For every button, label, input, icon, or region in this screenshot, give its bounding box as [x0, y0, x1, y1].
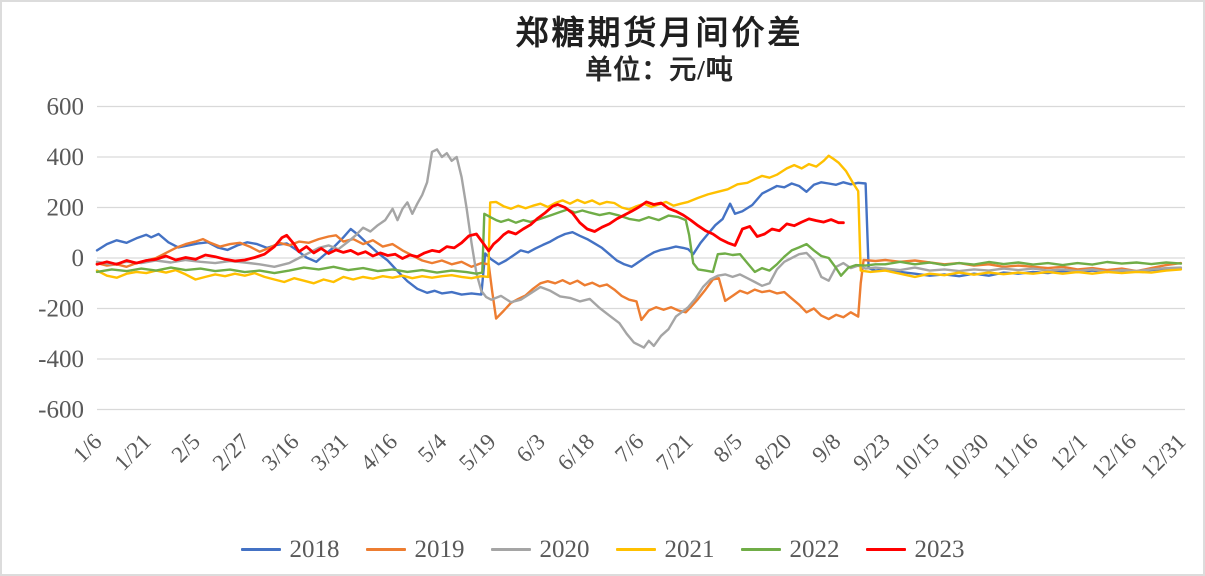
x-axis-label: 4/16 [356, 429, 403, 476]
legend-label: 2020 [539, 536, 590, 563]
series-line-2021 [95, 154, 1183, 285]
legend-label: 2023 [914, 536, 965, 563]
legend-item-2018: 2018 [240, 536, 340, 563]
x-axis-label: 6/18 [553, 429, 600, 476]
series-line-2022 [95, 208, 1183, 277]
legend-item-2022: 2022 [740, 536, 840, 563]
legend: 2018 2019 2020 2021 2022 2023 [0, 537, 1205, 562]
series-line-2023 [95, 200, 845, 266]
x-axis-label: 7/6 [610, 429, 648, 467]
legend-line-swatch-2019 [365, 547, 406, 552]
series-line-2020 [95, 148, 1183, 349]
y-axis-label: 400 [47, 144, 85, 171]
x-axis-label: 2/27 [208, 429, 255, 476]
x-axis-label: 2/5 [167, 429, 205, 467]
x-axis-label: 1/6 [68, 429, 106, 467]
x-axis-label: 10/30 [939, 429, 994, 484]
legend-line-swatch-2020 [490, 547, 531, 552]
legend-line-swatch-2022 [740, 547, 781, 552]
y-axis-label: -200 [38, 296, 84, 323]
x-axis-label: 5/4 [413, 429, 452, 468]
legend-label: 2022 [789, 536, 840, 563]
legend-item-2023: 2023 [865, 536, 965, 563]
series-line-2018 [95, 181, 1183, 296]
x-axis-label: 10/15 [889, 429, 944, 484]
y-axis-label: 0 [72, 245, 85, 272]
legend-line-swatch-2021 [615, 547, 656, 552]
legend-item-2021: 2021 [615, 536, 715, 563]
y-axis-label: 600 [47, 94, 85, 121]
legend-label: 2021 [664, 536, 715, 563]
x-axis-label: 6/3 [512, 429, 550, 467]
x-axis-label: 3/16 [257, 429, 304, 476]
legend-label: 2018 [289, 536, 340, 563]
x-axis-label: 12/16 [1086, 429, 1141, 484]
x-axis-label: 8/20 [750, 429, 797, 476]
x-axis-label: 8/5 [709, 429, 747, 467]
x-axis-label: 12/31 [1136, 429, 1191, 484]
x-axis-label: 9/23 [848, 429, 895, 476]
chart-title: 郑糖期货月间价差 [515, 16, 804, 52]
y-axis-label: -400 [38, 346, 84, 373]
chart-subtitle: 单位：元/吨 [585, 55, 734, 85]
x-axis-label: 5/19 [454, 429, 501, 476]
y-axis-label: -600 [38, 397, 84, 424]
legend-item-2019: 2019 [365, 536, 465, 563]
x-axis-label: 1/21 [109, 429, 156, 476]
x-axis-label: 7/21 [651, 429, 698, 476]
legend-line-swatch-2018 [240, 547, 281, 552]
legend-line-swatch-2023 [865, 547, 906, 552]
x-axis-label: 9/8 [807, 429, 845, 467]
x-axis-label: 12/1 [1045, 429, 1092, 476]
x-axis-label: 11/16 [989, 429, 1043, 483]
legend-label: 2019 [414, 536, 465, 563]
x-axis-label: 3/31 [306, 429, 353, 476]
legend-item-2020: 2020 [490, 536, 590, 563]
y-axis-label: 200 [47, 195, 85, 222]
series-line-2019 [95, 234, 1183, 322]
